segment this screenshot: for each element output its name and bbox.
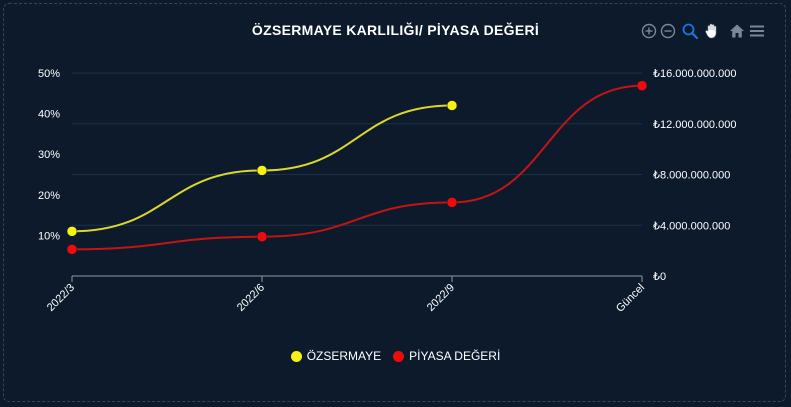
x-tick-label: 2022/9 [425, 282, 457, 314]
y-left-tick-label: 30% [38, 149, 60, 161]
menu-icon[interactable] [748, 22, 766, 40]
y-left-tick-label: 20% [38, 190, 60, 202]
y-right-tick-label: ₺0 [653, 271, 666, 283]
series-ozsermaye-point [256, 165, 268, 176]
y-right-tick-label: ₺12.000.000.000 [653, 119, 736, 131]
series-ozsermaye-point [66, 226, 78, 237]
chart-frame [3, 3, 786, 402]
reset-home-icon[interactable] [728, 22, 746, 40]
x-tick-label: 2022/6 [235, 282, 267, 314]
chart-legend: ÖZSERMAYE PİYASA DEĞERİ [0, 349, 791, 363]
series-piyasa-degeri-point [256, 231, 268, 242]
x-tick-label: Güncel [614, 282, 647, 315]
legend-label-ozsermaye: ÖZSERMAYE [306, 349, 382, 363]
legend-item-piyasa-degeri[interactable]: PİYASA DEĞERİ [393, 349, 500, 363]
chart-title: ÖZSERMAYE KARLILIĞI/ PİYASA DEĞERİ [251, 22, 540, 38]
legend-label-piyasa-degeri: PİYASA DEĞERİ [409, 349, 501, 363]
y-right-tick-label: ₺16.000.000.000 [653, 68, 736, 80]
zoom-in-icon[interactable] [640, 22, 658, 40]
series-piyasa-degeri-point [636, 80, 648, 91]
y-left-tick-label: 50% [38, 68, 60, 80]
selection-zoom-icon[interactable] [681, 22, 699, 40]
x-tick-label: 2022/3 [45, 282, 77, 314]
series-piyasa-degeri-point [66, 244, 78, 255]
y-right-tick-label: ₺8.000.000.000 [653, 170, 730, 182]
y-right-tick-label: ₺4.000.000.000 [653, 220, 730, 232]
y-left-tick-label: 10% [38, 230, 60, 242]
series-ozsermaye-point [446, 100, 458, 111]
series-piyasa-degeri-point [446, 197, 458, 208]
zoom-out-icon[interactable] [659, 22, 677, 40]
series-piyasa-degeri-line [71, 84, 643, 251]
legend-item-ozsermaye[interactable]: ÖZSERMAYE [290, 349, 382, 363]
pan-hand-icon[interactable] [703, 22, 721, 40]
y-left-tick-label: 40% [38, 109, 60, 121]
legend-marker-ozsermaye [290, 350, 302, 362]
legend-marker-piyasa-degeri [393, 350, 405, 362]
